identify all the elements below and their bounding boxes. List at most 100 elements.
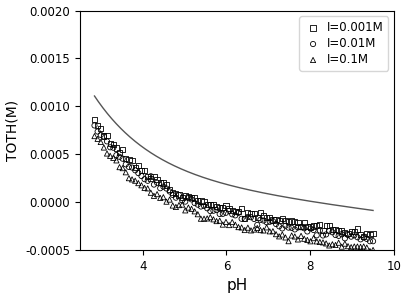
I=0.001M — [160, 181, 166, 185]
I=0.1M — [126, 176, 132, 181]
I=0.01M — [116, 155, 123, 159]
I=0.01M — [241, 216, 248, 221]
I=0.001M — [285, 219, 292, 224]
I=0.01M — [110, 145, 116, 150]
I=0.01M — [98, 132, 104, 137]
I=0.1M — [223, 219, 229, 224]
I=0.01M — [135, 171, 142, 176]
I=0.1M — [341, 241, 348, 246]
Legend: I=0.001M, I=0.01M, I=0.1M: I=0.001M, I=0.01M, I=0.1M — [300, 16, 388, 71]
I=0.1M — [179, 202, 186, 207]
I=0.01M — [245, 214, 251, 219]
I=0.1M — [232, 222, 239, 227]
I=0.001M — [304, 224, 311, 229]
I=0.001M — [289, 219, 295, 223]
I=0.001M — [323, 223, 329, 228]
I=0.1M — [241, 228, 248, 232]
I=0.01M — [148, 174, 154, 179]
I=0.01M — [166, 189, 173, 194]
I=0.1M — [339, 244, 345, 249]
I=0.001M — [154, 177, 160, 182]
I=0.001M — [123, 156, 129, 161]
I=0.01M — [113, 153, 120, 158]
I=0.01M — [310, 228, 317, 232]
I=0.001M — [98, 126, 104, 131]
I=0.1M — [298, 234, 304, 238]
I=0.001M — [241, 216, 248, 221]
I=0.01M — [260, 218, 267, 223]
I=0.01M — [198, 204, 204, 209]
I=0.1M — [160, 195, 166, 199]
I=0.1M — [251, 227, 257, 232]
I=0.001M — [307, 225, 314, 229]
I=0.001M — [263, 215, 270, 220]
I=0.1M — [173, 205, 179, 209]
I=0.1M — [307, 239, 314, 244]
I=0.001M — [223, 204, 229, 208]
I=0.1M — [110, 155, 116, 160]
I=0.1M — [169, 203, 176, 208]
I=0.1M — [198, 216, 204, 221]
I=0.1M — [332, 242, 339, 247]
I=0.1M — [157, 196, 164, 200]
I=0.01M — [251, 216, 257, 221]
I=0.1M — [138, 183, 145, 188]
I=0.01M — [273, 222, 279, 226]
I=0.1M — [98, 140, 104, 144]
I=0.001M — [135, 163, 142, 168]
I=0.001M — [267, 216, 273, 220]
I=0.001M — [276, 218, 282, 222]
I=0.01M — [279, 226, 286, 231]
I=0.01M — [335, 234, 342, 238]
I=0.1M — [163, 199, 170, 204]
I=0.01M — [129, 165, 135, 170]
I=0.01M — [204, 206, 210, 211]
I=0.001M — [213, 204, 220, 209]
I=0.001M — [291, 219, 298, 224]
I=0.01M — [179, 198, 186, 203]
I=0.001M — [116, 150, 123, 155]
I=0.001M — [191, 196, 198, 200]
I=0.1M — [91, 134, 98, 138]
I=0.001M — [282, 218, 289, 223]
I=0.1M — [182, 208, 188, 213]
I=0.01M — [154, 180, 160, 185]
I=0.1M — [260, 228, 267, 233]
I=0.1M — [207, 215, 214, 219]
I=0.01M — [173, 195, 179, 200]
I=0.01M — [210, 208, 217, 213]
I=0.01M — [276, 224, 282, 229]
I=0.001M — [251, 211, 257, 216]
I=0.01M — [320, 233, 326, 238]
I=0.001M — [329, 227, 336, 232]
I=0.1M — [235, 225, 242, 230]
I=0.1M — [270, 229, 276, 234]
I=0.001M — [166, 187, 173, 192]
I=0.01M — [151, 182, 157, 187]
I=0.1M — [123, 170, 129, 175]
I=0.1M — [363, 245, 370, 250]
I=0.001M — [248, 211, 254, 216]
I=0.001M — [226, 206, 232, 211]
I=0.01M — [270, 219, 276, 223]
I=0.01M — [367, 239, 373, 244]
I=0.01M — [91, 123, 98, 128]
I=0.1M — [107, 153, 114, 158]
I=0.01M — [213, 208, 220, 212]
I=0.1M — [245, 225, 251, 230]
I=0.01M — [132, 168, 138, 173]
I=0.1M — [317, 239, 323, 244]
I=0.001M — [254, 215, 260, 220]
I=0.1M — [154, 192, 160, 196]
I=0.001M — [104, 133, 110, 138]
I=0.001M — [204, 202, 210, 207]
I=0.01M — [160, 184, 166, 189]
I=0.001M — [163, 183, 170, 187]
I=0.1M — [239, 225, 245, 230]
I=0.001M — [210, 202, 217, 207]
I=0.1M — [166, 197, 173, 202]
I=0.1M — [94, 136, 101, 141]
I=0.01M — [263, 220, 270, 225]
I=0.1M — [185, 205, 192, 210]
I=0.01M — [232, 213, 239, 218]
